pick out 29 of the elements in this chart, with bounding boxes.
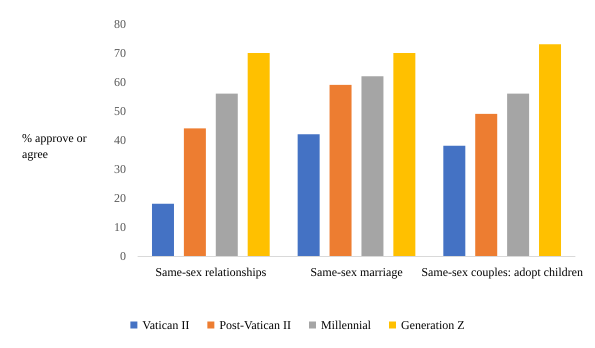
y-tick-label: 10 bbox=[114, 220, 126, 234]
y-tick-label: 80 bbox=[114, 17, 126, 31]
bar bbox=[184, 128, 206, 256]
legend-label: Generation Z bbox=[400, 318, 465, 332]
bar bbox=[216, 94, 238, 256]
bar bbox=[393, 53, 416, 256]
x-tick-label: Same-sex relationships bbox=[155, 265, 267, 279]
y-tick-label: 30 bbox=[114, 162, 126, 176]
bar bbox=[298, 134, 320, 256]
x-tick-label: Same-sex marriage bbox=[310, 265, 403, 279]
y-tick-label: 40 bbox=[114, 133, 126, 147]
y-axis-title: % approve or agree bbox=[22, 131, 90, 161]
y-tick-label: 60 bbox=[114, 75, 126, 89]
bar bbox=[475, 114, 498, 256]
bar bbox=[507, 94, 530, 256]
bar bbox=[248, 53, 270, 256]
y-tick-label: 50 bbox=[114, 104, 126, 118]
y-tick-label: 70 bbox=[114, 46, 126, 60]
legend-label: Millennial bbox=[320, 318, 372, 332]
bar bbox=[152, 204, 174, 256]
legend-label: Post-Vatican II bbox=[219, 318, 292, 332]
bar bbox=[361, 76, 384, 256]
legend-label: Vatican II bbox=[142, 318, 190, 332]
y-tick-label: 0 bbox=[120, 249, 126, 263]
bar bbox=[330, 84, 352, 256]
bar bbox=[539, 44, 562, 256]
bar bbox=[443, 146, 466, 256]
x-tick-label: Same-sex couples: adopt children bbox=[421, 265, 583, 279]
y-tick-label: 20 bbox=[114, 191, 126, 205]
